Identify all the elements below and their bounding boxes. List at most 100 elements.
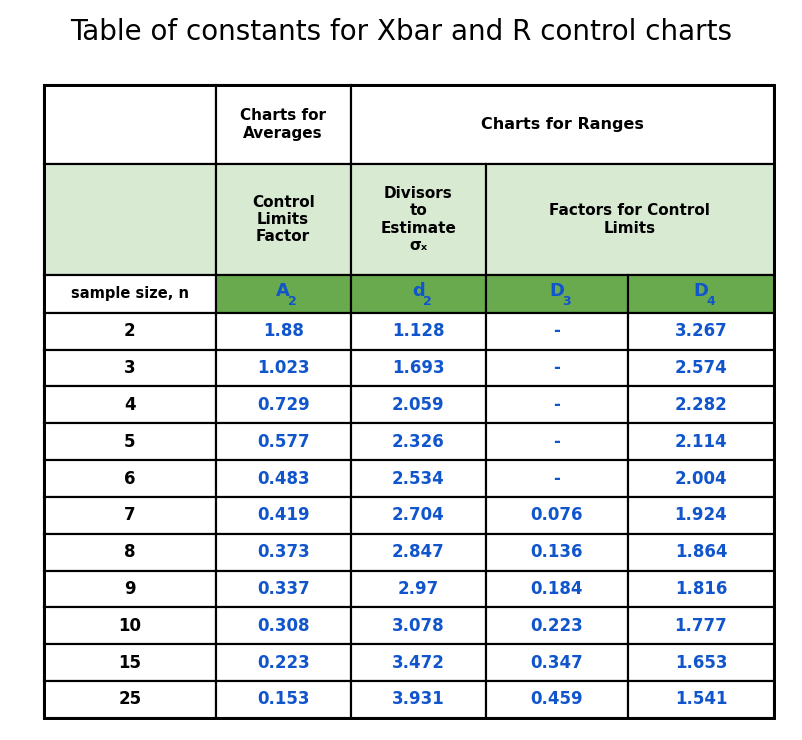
Text: -: - [553, 469, 561, 488]
Bar [216, 386, 350, 423]
Bar [628, 275, 774, 313]
Text: -: - [553, 433, 561, 451]
Text: 2: 2 [423, 295, 432, 308]
Text: 0.337: 0.337 [257, 580, 310, 598]
Bar [486, 534, 628, 571]
Bar [628, 497, 774, 534]
Bar [350, 423, 486, 460]
Text: 4: 4 [707, 295, 715, 308]
Bar [44, 681, 216, 718]
Text: 0.483: 0.483 [257, 469, 310, 488]
Bar [486, 164, 774, 275]
Text: 0.136: 0.136 [531, 543, 583, 561]
Bar [44, 423, 216, 460]
Text: 2.574: 2.574 [674, 359, 727, 377]
Bar [216, 350, 350, 386]
Bar [216, 275, 350, 313]
Text: Charts for Ranges: Charts for Ranges [481, 117, 644, 132]
Bar [216, 423, 350, 460]
Bar [628, 645, 774, 681]
Text: 2.704: 2.704 [391, 506, 444, 525]
Bar [350, 460, 486, 497]
Text: 2.004: 2.004 [674, 469, 727, 488]
Bar [486, 681, 628, 718]
Text: 1.777: 1.777 [674, 616, 727, 635]
Bar [350, 608, 486, 645]
Text: 0.729: 0.729 [257, 396, 310, 414]
Bar [44, 386, 216, 423]
Bar [44, 645, 216, 681]
Bar [44, 164, 216, 275]
Text: 2: 2 [289, 295, 297, 308]
Text: 3.931: 3.931 [391, 690, 444, 708]
Text: 1.816: 1.816 [674, 580, 727, 598]
Text: 1.128: 1.128 [392, 323, 444, 340]
Text: sample size, n: sample size, n [71, 286, 188, 301]
Text: 1.693: 1.693 [392, 359, 444, 377]
Bar [350, 571, 486, 608]
Text: 0.184: 0.184 [531, 580, 583, 598]
Text: 1.864: 1.864 [674, 543, 727, 561]
Bar [350, 645, 486, 681]
Text: 2.534: 2.534 [391, 469, 444, 488]
Bar [216, 571, 350, 608]
Bar [216, 460, 350, 497]
Bar [628, 534, 774, 571]
Text: 1.924: 1.924 [674, 506, 727, 525]
Text: 0.076: 0.076 [531, 506, 583, 525]
Text: 8: 8 [124, 543, 136, 561]
Bar [216, 164, 350, 275]
Bar [486, 608, 628, 645]
Text: 0.459: 0.459 [530, 690, 583, 708]
Bar [44, 350, 216, 386]
Text: -: - [553, 396, 561, 414]
Bar [44, 85, 216, 164]
Text: 1.88: 1.88 [263, 323, 304, 340]
Text: 10: 10 [119, 616, 141, 635]
Text: 0.347: 0.347 [530, 653, 583, 672]
Text: 9: 9 [124, 580, 136, 598]
Bar [486, 497, 628, 534]
Text: 6: 6 [124, 469, 136, 488]
Bar [216, 534, 350, 571]
Text: -: - [553, 359, 561, 377]
Text: 5: 5 [124, 433, 136, 451]
Bar [350, 497, 486, 534]
Bar [216, 681, 350, 718]
Text: Control
Limits
Factor: Control Limits Factor [252, 195, 314, 244]
Text: 2.059: 2.059 [392, 396, 444, 414]
Bar [44, 313, 216, 350]
Bar [486, 571, 628, 608]
Text: 2.326: 2.326 [391, 433, 444, 451]
Bar [628, 313, 774, 350]
Bar [44, 571, 216, 608]
Bar [350, 534, 486, 571]
Bar [350, 350, 486, 386]
Text: 0.577: 0.577 [257, 433, 310, 451]
Text: D: D [694, 282, 708, 300]
Bar [44, 460, 216, 497]
Text: -: - [553, 323, 561, 340]
Text: 2: 2 [124, 323, 136, 340]
Text: 4: 4 [124, 396, 136, 414]
Text: Factors for Control
Limits: Factors for Control Limits [549, 204, 711, 236]
Text: 0.419: 0.419 [257, 506, 310, 525]
Bar [350, 313, 486, 350]
Text: 0.223: 0.223 [257, 653, 310, 672]
Text: 1.541: 1.541 [674, 690, 727, 708]
Bar [486, 275, 628, 313]
Bar [350, 275, 486, 313]
Text: 2.847: 2.847 [391, 543, 444, 561]
Bar [628, 350, 774, 386]
Text: 1.653: 1.653 [674, 653, 727, 672]
Bar [628, 608, 774, 645]
Bar [44, 534, 216, 571]
Text: 1.023: 1.023 [257, 359, 310, 377]
Text: d: d [411, 282, 424, 300]
Bar [44, 85, 774, 718]
Bar [44, 497, 216, 534]
Text: 3: 3 [562, 295, 571, 308]
Text: Charts for
Averages: Charts for Averages [240, 109, 326, 141]
Text: 0.153: 0.153 [257, 690, 310, 708]
Text: 3: 3 [124, 359, 136, 377]
